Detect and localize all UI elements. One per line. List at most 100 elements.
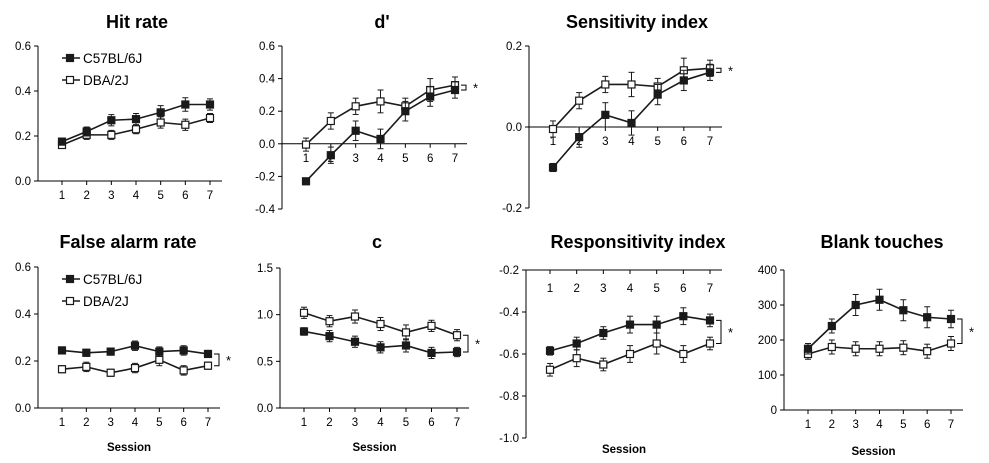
x-tick-label: 5 xyxy=(402,153,408,165)
x-tick-label: 4 xyxy=(377,153,384,165)
data-point xyxy=(705,316,715,325)
data-point xyxy=(130,341,140,350)
data-point xyxy=(899,343,908,352)
data-point xyxy=(625,320,635,329)
x-tick-label: 4 xyxy=(132,417,139,429)
data-point xyxy=(827,321,836,331)
legend: C57BL/6J DBA/2J xyxy=(62,51,142,88)
data-point xyxy=(923,313,932,322)
data-point xyxy=(156,108,165,117)
y-tick-label: -1.0 xyxy=(499,433,519,445)
data-point xyxy=(351,102,360,111)
y-tick-label: -0.4 xyxy=(499,307,519,319)
data-point xyxy=(301,140,311,149)
data-point xyxy=(679,76,688,85)
x-tick-label: 1 xyxy=(301,417,307,429)
legend-marker xyxy=(65,274,75,284)
y-tick-label: 0.0 xyxy=(15,403,31,415)
x-tick-label: 1 xyxy=(805,419,811,431)
data-point xyxy=(179,346,188,355)
x-tick-label: 1 xyxy=(547,283,553,295)
significance-star: * xyxy=(728,325,733,340)
data-point xyxy=(946,314,956,324)
chart-title: False alarm rate xyxy=(59,232,196,252)
data-point xyxy=(325,317,334,326)
series-dba2j xyxy=(545,332,715,377)
data-point xyxy=(679,349,688,359)
x-tick-label: 5 xyxy=(654,136,660,148)
data-point xyxy=(875,295,884,304)
data-point xyxy=(131,125,141,134)
chart-title: Blank touches xyxy=(820,232,943,252)
x-tick-label: 7 xyxy=(452,153,458,165)
chart-panel-4: False alarm rate 0.0 0.2 0.4 0.6 1 2 3 4 5 6 7 Sessi… xyxy=(15,232,231,454)
x-axis-label: Session xyxy=(352,442,396,454)
legend-label: DBA/2J xyxy=(83,73,129,88)
x-tick-label: 2 xyxy=(83,417,89,429)
data-point xyxy=(301,177,311,186)
x-tick-label: 6 xyxy=(182,190,188,202)
data-point xyxy=(82,362,91,371)
data-point xyxy=(599,328,608,338)
chart-title: Responsitivity index xyxy=(550,232,725,252)
data-point xyxy=(401,107,410,116)
data-point xyxy=(627,118,636,128)
data-point xyxy=(652,320,661,329)
y-tick-label: 200 xyxy=(758,335,777,347)
data-point xyxy=(57,137,67,146)
data-point xyxy=(851,300,860,310)
chart-panel-1: Hit rate 0.0 0.2 0.4 0.6 1 2 3 4 5 6 7 C57BL/6J DBA/2… xyxy=(15,12,222,202)
y-tick-label: -0.2 xyxy=(255,171,275,183)
data-point xyxy=(572,354,581,363)
x-tick-label: 6 xyxy=(427,153,433,165)
chart-title: Sensitivity index xyxy=(566,12,708,32)
chart-title: d' xyxy=(374,12,389,32)
data-point xyxy=(155,355,164,364)
x-tick-label: 4 xyxy=(628,136,635,148)
data-point xyxy=(82,348,91,357)
significance-star: * xyxy=(475,337,480,352)
data-point xyxy=(652,339,661,348)
y-tick-label: -0.8 xyxy=(499,391,519,403)
data-point xyxy=(107,130,116,139)
x-tick-label: 7 xyxy=(707,136,713,148)
x-tick-label: 2 xyxy=(83,190,89,202)
y-tick-label: 0.6 xyxy=(15,262,31,274)
y-tick-label: 1.0 xyxy=(257,310,273,322)
x-tick-label: 2 xyxy=(326,417,332,429)
data-point xyxy=(599,360,608,369)
chart-panel-5: c 0.0 0.5 1.0 1.5 1 2 3 4 5 6 7 Session * xyxy=(257,232,480,454)
chart-panel-7: Blank touches 0 100 200 300 400 1 2 3 4 5 6 7 Session… xyxy=(758,232,974,458)
data-point xyxy=(575,133,584,142)
data-point xyxy=(131,115,141,124)
legend: C57BL/6J DBA/2J xyxy=(62,272,142,309)
y-tick-label: -0.2 xyxy=(502,203,522,215)
x-tick-label: 6 xyxy=(924,419,930,431)
x-tick-label: 3 xyxy=(107,417,113,429)
data-point xyxy=(107,116,116,125)
data-point xyxy=(203,349,213,359)
x-tick-label: 6 xyxy=(428,417,434,429)
x-tick-label: 5 xyxy=(156,417,162,429)
data-point xyxy=(452,347,462,357)
x-axis-label: Session xyxy=(851,446,895,458)
data-point xyxy=(57,365,67,374)
chart-title: c xyxy=(372,232,382,252)
data-point xyxy=(325,332,334,341)
series-dba2j xyxy=(57,353,213,377)
data-point xyxy=(679,312,688,321)
x-tick-label: 6 xyxy=(180,417,186,429)
data-point xyxy=(450,85,460,95)
data-point xyxy=(827,342,836,352)
x-tick-label: 7 xyxy=(207,190,213,202)
significance-bracket xyxy=(461,84,467,91)
data-point xyxy=(376,134,385,144)
data-point xyxy=(205,113,215,123)
legend-label: C57BL/6J xyxy=(83,51,142,66)
data-point xyxy=(653,90,662,99)
y-tick-label: 400 xyxy=(758,265,777,277)
y-tick-label: 0.5 xyxy=(257,356,273,368)
data-point xyxy=(601,80,610,89)
y-tick-label: 1.5 xyxy=(257,263,273,275)
x-tick-label: 4 xyxy=(377,417,384,429)
